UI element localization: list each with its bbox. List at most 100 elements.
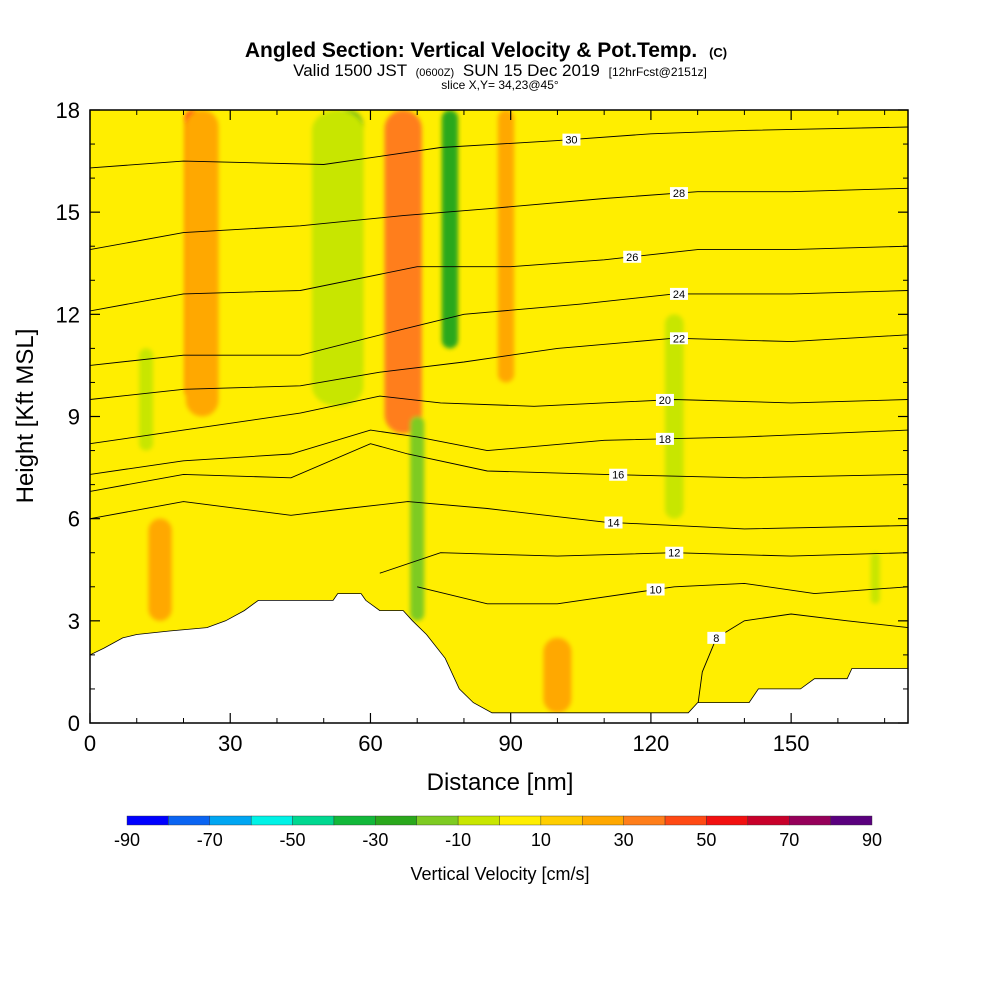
- header: Angled Section: Vertical Velocity & Pot.…: [245, 39, 727, 92]
- colorbar-swatch: [168, 815, 210, 826]
- contour-label-text: 10: [649, 585, 661, 597]
- colorbar-swatch: [126, 815, 169, 826]
- plot-area: 8 10 12 14 16 18 20 22 24 26 28 30: [90, 110, 908, 723]
- colorbar: -90 -70 -50 -30 -10 10 30 50 70 90: [114, 815, 882, 850]
- contour-label-28: 28: [669, 187, 688, 200]
- contour-label-30: 30: [562, 133, 581, 147]
- y-tick-label: 12: [56, 302, 80, 327]
- velocity-region-15: [543, 637, 572, 713]
- colorbar-label: Vertical Velocity [cm/s]: [410, 864, 589, 884]
- y-axis-title: Height [Kft MSL]: [12, 329, 39, 504]
- theta-contour-14: [90, 501, 908, 530]
- valid-time-utc: (0600Z): [416, 67, 455, 79]
- x-axis-title: Distance [nm]: [427, 769, 574, 796]
- velocity-region-11: [139, 348, 154, 451]
- contour-label-22: 22: [669, 332, 688, 345]
- colorbar-swatch: [706, 815, 749, 826]
- theta-contour-20: [90, 395, 908, 445]
- colorbar-swatch: [582, 815, 624, 826]
- contour-label-text: 28: [673, 188, 685, 200]
- contour-label-8: 8: [707, 631, 726, 645]
- valid-time-date: SUN 15 Dec 2019: [463, 61, 600, 80]
- theta-contour-12: [379, 552, 908, 574]
- axes: 0 30 60 90 120 150 0 3 6 9 12 15 18: [56, 98, 908, 756]
- velocity-region-13: [870, 552, 880, 604]
- theta-contour-28: [90, 187, 908, 251]
- y-tick-label: 9: [68, 405, 80, 430]
- contour-label-10: 10: [646, 583, 665, 597]
- colorbar-tick-label: -70: [197, 830, 223, 850]
- vertical-velocity-field: [139, 110, 880, 713]
- contour-label-16: 16: [609, 468, 628, 482]
- x-tick-label: 90: [498, 731, 522, 756]
- colorbar-swatch: [499, 815, 542, 826]
- colorbar-tick-label: 90: [862, 830, 882, 850]
- contour-labels: 8 10 12 14 16 18 20 22 24 26 28 30: [562, 133, 726, 645]
- colorbar-tick-label: -90: [114, 830, 140, 850]
- y-tick-label: 15: [56, 200, 80, 225]
- colorbar-swatch: [540, 815, 583, 826]
- colorbar-swatch: [416, 815, 459, 826]
- y-tick-label: 6: [68, 507, 80, 532]
- velocity-region-5: [312, 110, 364, 407]
- terrain: [90, 593, 908, 723]
- contour-label-text: 8: [713, 633, 719, 645]
- slice-info: slice X,Y= 34,23@45°: [441, 78, 559, 92]
- velocity-region-12: [664, 314, 684, 519]
- velocity-region-8: [185, 110, 219, 417]
- colorbar-swatch: [209, 815, 252, 826]
- theta-contour-30: [90, 126, 908, 169]
- velocity-region-9: [497, 110, 515, 383]
- svg-text:Valid 1500 JST (0600Z): Valid 1500 JST (0600Z) SUN 15 Dec 2019 […: [293, 61, 707, 80]
- colorbar-tick-label: -30: [362, 830, 388, 850]
- colorbar-swatch: [250, 815, 293, 826]
- colorbar-tick-label: -50: [280, 830, 306, 850]
- contour-label-text: 26: [626, 252, 638, 264]
- potential-temperature-contours: [90, 126, 908, 707]
- x-tick-label: 60: [358, 731, 382, 756]
- valid-time-prefix: Valid 1500 JST: [293, 61, 407, 80]
- contour-label-14: 14: [604, 516, 623, 530]
- theta-contour-8: [697, 613, 908, 707]
- velocity-region-6: [441, 110, 459, 349]
- contour-label-20: 20: [655, 393, 674, 407]
- colorbar-tick-label: -10: [445, 830, 471, 850]
- colorbar-swatch: [333, 815, 376, 826]
- x-tick-label: 120: [633, 731, 670, 756]
- colorbar-swatch: [457, 815, 500, 826]
- theta-contour-18: [90, 429, 908, 475]
- x-tick-label: 0: [84, 731, 96, 756]
- x-tick-label: 150: [773, 731, 810, 756]
- colorbar-swatch: [375, 815, 417, 826]
- colorbar-swatch: [623, 815, 666, 826]
- contour-label-text: 18: [659, 434, 671, 446]
- contour-label-text: 30: [565, 135, 577, 147]
- contour-label-text: 16: [612, 470, 624, 482]
- y-tick-label: 18: [56, 98, 80, 123]
- theta-contour-24: [90, 290, 908, 366]
- colorbar-swatch: [664, 815, 707, 826]
- colorbar-swatch: [789, 815, 831, 826]
- contour-label-18: 18: [655, 432, 674, 446]
- contour-label-text: 22: [673, 333, 685, 345]
- colorbar-tick-label: 50: [696, 830, 716, 850]
- svg-text:Angled Section: Vertical Veloc: Angled Section: Vertical Velocity & Pot.…: [245, 39, 727, 62]
- contour-label-text: 14: [607, 518, 619, 530]
- forecast-info: [12hrFcst@2151z]: [609, 65, 707, 79]
- contour-label-text: 20: [659, 395, 671, 407]
- y-tick-label: 3: [68, 609, 80, 634]
- contour-label-24: 24: [669, 287, 688, 301]
- y-tick-label: 0: [68, 711, 80, 736]
- colorbar-tick-label: 30: [614, 830, 634, 850]
- theta-contour-22: [90, 334, 908, 400]
- contour-label-26: 26: [623, 250, 642, 264]
- contour-label-12: 12: [665, 546, 684, 560]
- theta-contour-10: [417, 582, 908, 605]
- theta-contour-16: [90, 443, 908, 492]
- chart-title-units: (C): [709, 45, 727, 60]
- theta-contour-26: [90, 245, 908, 312]
- colorbar-swatch: [292, 815, 335, 826]
- colorbar-tick-label: 70: [779, 830, 799, 850]
- contour-label-text: 12: [668, 548, 680, 560]
